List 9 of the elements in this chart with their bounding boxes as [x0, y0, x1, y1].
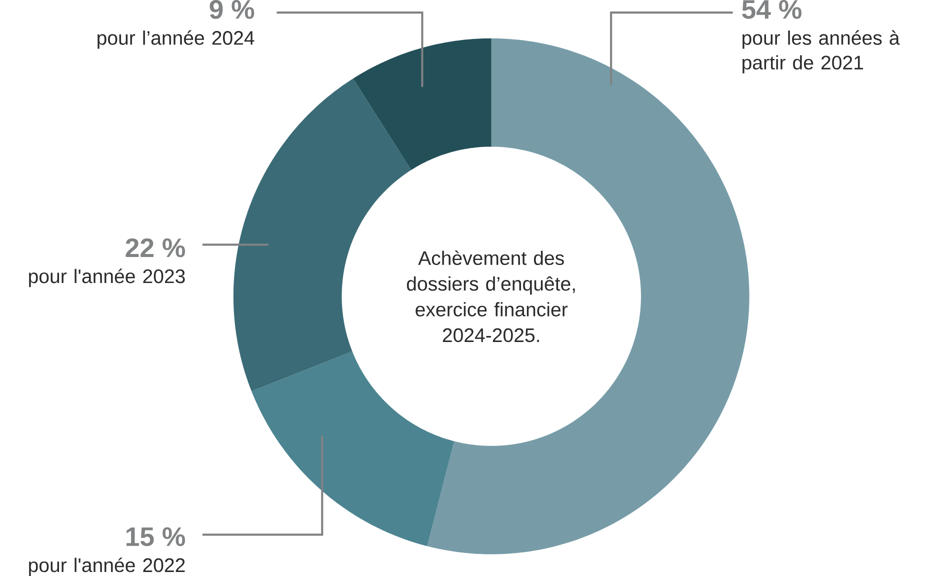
- data-label: 9 %: [210, 0, 254, 19]
- text: Achèvement des dossiers d’enquête, exercice financier 2024-2025.: [406, 250, 575, 342]
- data-label: 15 %: [126, 527, 186, 546]
- data-label: 54 %: [742, 0, 802, 19]
- data-label: 22 %: [126, 238, 186, 258]
- slice-label: pour les années à partir de 2021: [742, 30, 900, 74]
- slice-label: pour l’année 2024: [98, 30, 254, 49]
- slice-label: pour l'année 2023: [29, 268, 185, 288]
- slice-label: pour l'année 2022: [29, 558, 185, 576]
